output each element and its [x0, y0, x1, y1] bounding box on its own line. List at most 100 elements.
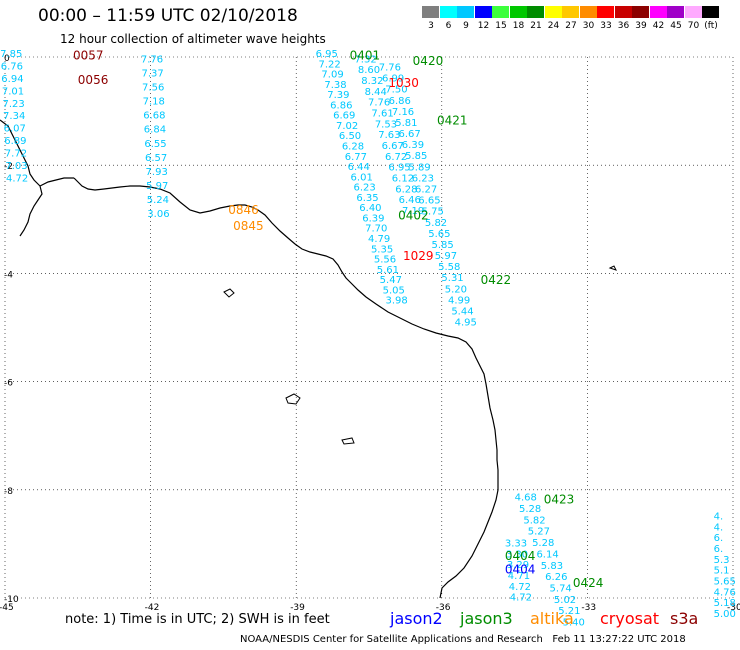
color-scale-label: 42 — [652, 21, 665, 31]
color-scale-swatch — [667, 6, 684, 18]
satellite-legend-entry: s3a — [670, 609, 699, 628]
swh-value-label: 7.37 — [141, 68, 163, 79]
color-scale-label: 18 — [512, 21, 525, 31]
pass-time-label: 0846 — [228, 203, 259, 217]
island-2 — [285, 393, 301, 405]
swh-value-label: 7.39 — [327, 90, 349, 101]
swh-value-label: 7.61 — [371, 109, 393, 120]
map-grid: 0 -2 -4 -6 -8 -10-45 -42 -39 -36 -33 -30 — [0, 54, 740, 613]
color-scale-swatch — [439, 6, 457, 18]
swh-value-label: 6.76 — [1, 61, 23, 72]
swh-value-label: 6.94 — [1, 74, 23, 85]
swh-value-label: 6.46 — [399, 195, 421, 206]
swh-value-label: 5.82 — [523, 515, 545, 526]
swh-value-label: 5.18 — [714, 598, 736, 609]
swh-value-label: 4.76 — [714, 587, 736, 598]
swh-value-label: 6.35 — [356, 193, 378, 204]
swh-value-label: 5.40 — [563, 618, 585, 629]
swh-value-label: 5.61 — [377, 265, 399, 276]
swh-value-label: 7.34 — [3, 111, 25, 122]
footnote: note: 1) Time is in UTC; 2) SWH is in fe… — [65, 612, 330, 627]
color-scale-label: 12 — [477, 21, 490, 31]
satellite-legend-entry: jason3 — [460, 609, 513, 628]
swh-value-label: 4.99 — [448, 295, 470, 306]
swh-value-label: 5.00 — [714, 609, 736, 620]
pass-time-label: 0401 — [350, 49, 381, 63]
swh-value-label: 6.77 — [345, 152, 367, 163]
pass-time-label: 0422 — [481, 273, 512, 287]
swh-value-label: 8.44 — [365, 87, 387, 98]
pass-time-label: 0057 — [73, 49, 104, 63]
pass-time-label: 0421 — [437, 114, 468, 128]
color-scale-swatch — [579, 6, 597, 18]
swh-value-label: 7.70 — [365, 224, 387, 235]
swh-value-label: 6.50 — [339, 131, 361, 142]
swh-value-label: 6.86 — [389, 96, 411, 107]
color-scale-swatch — [509, 6, 527, 18]
color-scale-label: 70 — [687, 21, 700, 31]
swh-value-label: 3.30 — [506, 549, 528, 560]
island-4 — [608, 265, 617, 271]
pass-time-label: 0404 — [505, 563, 536, 577]
swh-value-label: 5.20 — [445, 284, 467, 295]
x-tick-label: -30 — [727, 603, 740, 613]
swh-value-label: 5.97 — [435, 251, 457, 262]
swh-value-label: 6.44 — [348, 162, 370, 173]
swh-value-label: 7.18 — [143, 97, 165, 108]
color-scale-swatch — [649, 6, 667, 18]
swh-value-label: 6.28 — [395, 184, 417, 195]
color-scale-swatch — [614, 6, 632, 18]
swh-value-label: 5.35 — [371, 244, 393, 255]
swh-value-label: 7.85 — [0, 49, 22, 60]
swh-value-label: 5.31 — [441, 273, 463, 284]
satellite-legend-entry: jason2 — [390, 609, 443, 628]
swh-value-label: 5.1 — [714, 566, 730, 577]
swh-value-label: 3.06 — [147, 209, 169, 220]
swh-value-label: 5.83 — [541, 561, 563, 572]
swh-value-label: 6.67 — [399, 129, 421, 140]
swh-value-label: 7.32 — [354, 54, 376, 65]
swh-value-label: 6.39 — [362, 213, 384, 224]
swh-value-label: 6.14 — [536, 549, 558, 560]
color-scale-swatch — [544, 6, 562, 18]
pass-time-label: 0845 — [233, 219, 264, 233]
island-3 — [341, 437, 355, 445]
pass-time-label: 0423 — [544, 492, 575, 506]
color-scale-swatch — [632, 6, 649, 18]
swh-value-label: 5.97 — [146, 181, 168, 192]
swh-value-label: 3.29 — [507, 560, 529, 571]
swh-value-label: 6.67 — [382, 141, 404, 152]
swh-value-label: 5.28 — [532, 538, 554, 549]
swh-value-label: 7.50 — [385, 85, 407, 96]
swh-value-label: 8.32 — [361, 76, 383, 87]
swh-value-label: 5.02 — [554, 595, 576, 606]
swh-value-label: 7.09 — [321, 70, 343, 81]
swh-value-label: 6.40 — [359, 203, 381, 214]
swh-value-label: 5.05 — [383, 285, 405, 296]
coastline-north-shore — [0, 119, 74, 237]
swh-value-label: 6.07 — [4, 124, 26, 135]
swh-value-label: 5.85 — [432, 240, 454, 251]
pass-labels: 0057 0056 0401 0420 1030 0421 0846 0845 0402 1029… — [73, 49, 603, 590]
pass-time-label: 0420 — [413, 54, 444, 68]
pass-time-label: 1029 — [403, 249, 434, 263]
satellite-legend-entry: cryosat — [600, 609, 660, 628]
color-scale-label: 39 — [635, 21, 647, 31]
swh-value-label: 6.89 — [4, 136, 26, 147]
swh-value-label: 7.16 — [392, 107, 414, 118]
color-scale-label: 30 — [582, 21, 595, 31]
swh-value-label: 4. — [714, 512, 724, 523]
swh-value-label: 4.79 — [368, 234, 390, 245]
color-scale-label: (ft) — [704, 21, 718, 31]
page-subtitle: 12 hour collection of altimeter wave hei… — [60, 32, 326, 46]
x-tick-label: -36 — [436, 603, 451, 613]
swh-value-label: 5.56 — [374, 255, 396, 266]
x-tick-label: -45 — [0, 603, 14, 613]
credit-line: NOAA/NESDIS Center for Satellite Applica… — [240, 634, 686, 645]
pass-time-label: 1030 — [388, 76, 419, 90]
island-1 — [223, 288, 235, 298]
swh-value-label: 5.65 — [428, 229, 450, 240]
swh-value-label: 5.28 — [519, 504, 541, 515]
swh-value-label: 5.75 — [422, 207, 444, 218]
y-tick-label: -6 — [4, 379, 13, 389]
